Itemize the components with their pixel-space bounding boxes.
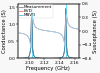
BVD [74, 58, 75, 59]
BVD [54, 58, 55, 59]
MBVD [54, 58, 55, 59]
Measurement [17, 58, 19, 59]
MBVD [56, 58, 57, 59]
Measurement [61, 57, 62, 58]
MBVD [46, 58, 47, 59]
MBVD [65, 8, 66, 9]
Measurement [65, 8, 66, 9]
Measurement [74, 58, 75, 59]
Y-axis label: Susceptance (S): Susceptance (S) [93, 9, 98, 53]
BVD [65, 9, 66, 10]
Line: Measurement: Measurement [18, 9, 78, 58]
MBVD [17, 58, 19, 59]
Measurement [46, 58, 47, 59]
MBVD [74, 58, 75, 59]
MBVD [61, 57, 62, 58]
MBVD [78, 58, 79, 59]
BVD [17, 58, 19, 59]
Measurement [78, 58, 79, 59]
Line: MBVD: MBVD [18, 9, 78, 58]
Measurement [54, 58, 55, 59]
Y-axis label: Conductance (S): Conductance (S) [2, 9, 7, 53]
Measurement [56, 58, 57, 59]
BVD [46, 58, 47, 59]
BVD [56, 58, 57, 59]
Line: BVD: BVD [18, 9, 78, 58]
BVD [61, 57, 62, 58]
Legend: Measurement, BVD, MBVD: Measurement, BVD, MBVD [19, 4, 53, 18]
BVD [78, 58, 79, 59]
X-axis label: Frequency (GHz): Frequency (GHz) [26, 66, 70, 71]
